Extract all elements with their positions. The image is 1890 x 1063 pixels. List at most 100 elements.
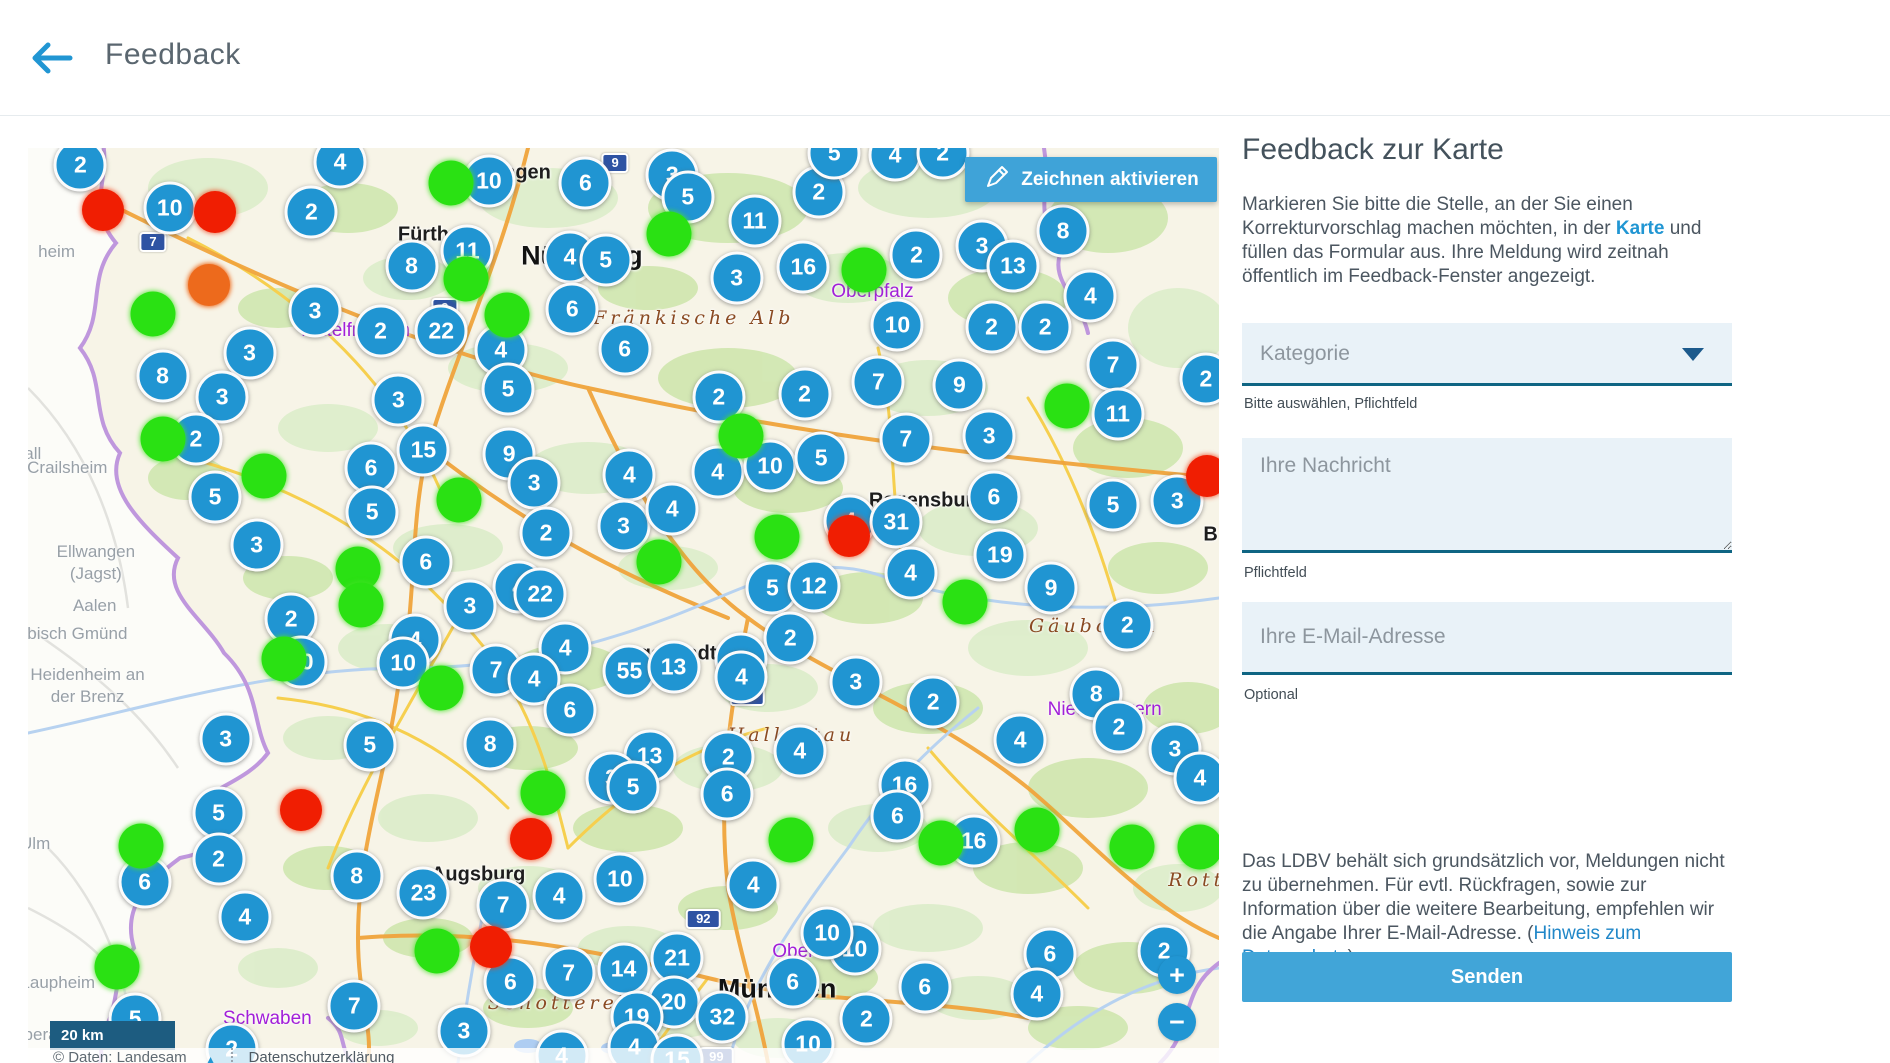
cluster-marker[interactable]: 4 xyxy=(645,482,699,536)
feedback-marker-green[interactable] xyxy=(1177,824,1219,870)
feedback-marker-green[interactable] xyxy=(646,211,692,257)
privacy-policy-link[interactable]: Datenschutzerklärung xyxy=(248,1049,395,1063)
cluster-marker[interactable]: 2 xyxy=(1179,352,1219,406)
cluster-marker[interactable]: 2 xyxy=(889,228,943,282)
back-button[interactable] xyxy=(30,40,74,76)
feedback-marker-green[interactable] xyxy=(443,256,489,302)
cluster-marker[interactable]: 5 xyxy=(345,485,399,539)
cluster-marker[interactable]: 2 xyxy=(763,611,817,665)
cluster-marker[interactable]: 6 xyxy=(399,535,453,589)
cluster-marker[interactable]: 4 xyxy=(1063,269,1117,323)
feedback-marker-green[interactable] xyxy=(418,665,464,711)
cluster-marker[interactable]: 4 xyxy=(884,546,938,600)
feedback-marker-red[interactable] xyxy=(82,189,125,232)
feedback-marker-green[interactable] xyxy=(94,944,140,990)
cluster-marker[interactable]: 7 xyxy=(879,412,933,466)
feedback-marker-green[interactable] xyxy=(768,817,814,863)
feedback-marker-green[interactable] xyxy=(841,247,887,293)
cluster-marker[interactable]: 5 xyxy=(1086,478,1140,532)
cluster-marker[interactable]: 4 xyxy=(993,713,1047,767)
cluster-marker[interactable]: 6 xyxy=(870,789,924,843)
feedback-marker-green[interactable] xyxy=(484,292,530,338)
cluster-marker[interactable]: 4 xyxy=(602,448,656,502)
cluster-marker[interactable]: 4 xyxy=(691,445,745,499)
cluster-marker[interactable]: 3 xyxy=(199,712,253,766)
feedback-marker-red[interactable] xyxy=(188,264,231,307)
cluster-marker[interactable]: 3 xyxy=(710,251,764,305)
cluster-marker[interactable]: 2 xyxy=(192,832,246,886)
cluster-marker[interactable]: 2 xyxy=(519,506,573,560)
feedback-marker-green[interactable] xyxy=(754,514,800,560)
cluster-marker[interactable]: 4 xyxy=(773,724,827,778)
feedback-marker-green[interactable] xyxy=(118,823,164,869)
cluster-marker[interactable]: 10 xyxy=(376,636,430,690)
cluster-marker[interactable]: 6 xyxy=(545,282,599,336)
feedback-marker-red[interactable] xyxy=(193,191,236,234)
cluster-marker[interactable]: 3 xyxy=(443,579,497,633)
feedback-marker-green[interactable] xyxy=(428,160,474,206)
cluster-marker[interactable]: 3 xyxy=(223,326,277,380)
cluster-marker[interactable]: 9 xyxy=(1024,561,1078,615)
feedback-marker-green[interactable] xyxy=(1109,824,1155,870)
cluster-marker[interactable]: 22 xyxy=(513,567,567,621)
cluster-marker[interactable]: 4 xyxy=(1010,967,1064,1021)
cluster-marker[interactable]: 5 xyxy=(343,718,397,772)
cluster-marker[interactable]: 3 xyxy=(230,518,284,572)
cluster-marker[interactable]: 8 xyxy=(1036,204,1090,258)
cluster-marker[interactable]: 3 xyxy=(288,284,342,338)
cluster-marker[interactable]: 2 xyxy=(284,185,338,239)
cluster-marker[interactable]: 5 xyxy=(794,431,848,485)
cluster-marker[interactable]: 2 xyxy=(839,992,893,1046)
cluster-marker[interactable]: 2 xyxy=(1092,700,1146,754)
feedback-marker-green[interactable] xyxy=(436,477,482,523)
cluster-marker[interactable]: 7 xyxy=(851,355,905,409)
karte-link[interactable]: Karte xyxy=(1615,218,1665,239)
feedback-marker-green[interactable] xyxy=(918,820,964,866)
feedback-marker-red[interactable] xyxy=(509,817,552,860)
cluster-marker[interactable]: 6 xyxy=(598,322,652,376)
feedback-marker-green[interactable] xyxy=(241,453,287,499)
feedback-map[interactable]: Zeichnen aktivieren + − 20 km © Daten: L… xyxy=(28,148,1219,1063)
cluster-marker[interactable]: 2 xyxy=(53,148,107,192)
cluster-marker[interactable]: 8 xyxy=(463,717,517,771)
feedback-marker-green[interactable] xyxy=(636,539,682,585)
zoom-in-button[interactable]: + xyxy=(1158,956,1196,994)
feedback-marker-green[interactable] xyxy=(261,636,307,682)
cluster-marker[interactable]: 2 xyxy=(692,370,746,424)
cluster-marker[interactable]: 5 xyxy=(192,786,246,840)
cluster-marker[interactable]: 6 xyxy=(766,955,820,1009)
cluster-marker[interactable]: 8 xyxy=(330,849,384,903)
cluster-marker[interactable]: 3 xyxy=(962,409,1016,463)
cluster-marker[interactable]: 23 xyxy=(396,866,450,920)
cluster-marker[interactable]: 15 xyxy=(396,423,450,477)
cluster-marker[interactable]: 13 xyxy=(647,640,701,694)
cluster-marker[interactable]: 4 xyxy=(532,869,586,923)
cluster-marker[interactable]: 6 xyxy=(483,955,537,1009)
cluster-marker[interactable]: 14 xyxy=(597,942,650,996)
feedback-marker-green[interactable] xyxy=(414,928,459,974)
cluster-marker[interactable]: 13 xyxy=(986,239,1040,293)
cluster-marker[interactable]: 55 xyxy=(602,644,656,698)
feedback-marker-green[interactable] xyxy=(1044,383,1090,429)
cluster-marker[interactable]: 7 xyxy=(1086,338,1140,392)
cluster-marker[interactable]: 4 xyxy=(726,858,780,912)
cluster-marker[interactable]: 2 xyxy=(354,304,408,358)
cluster-marker[interactable]: 8 xyxy=(136,349,190,403)
feedback-marker-red[interactable] xyxy=(470,925,513,968)
cluster-marker[interactable]: 7 xyxy=(476,878,530,932)
feedback-marker-green[interactable] xyxy=(718,413,764,459)
cluster-marker[interactable]: 16 xyxy=(776,240,830,294)
cluster-marker[interactable]: 7 xyxy=(327,979,381,1033)
cluster-marker[interactable]: 5 xyxy=(188,470,242,524)
activate-drawing-button[interactable]: Zeichnen aktivieren xyxy=(965,157,1217,202)
category-select[interactable]: Kategorie xyxy=(1242,323,1732,386)
cluster-marker[interactable]: 3 xyxy=(829,655,883,709)
cluster-marker[interactable]: 3 xyxy=(507,456,561,510)
cluster-marker[interactable]: 22 xyxy=(414,304,468,358)
cluster-marker[interactable]: 32 xyxy=(695,990,749,1044)
feedback-marker-green[interactable] xyxy=(338,582,384,628)
cluster-marker[interactable]: 4 xyxy=(218,890,272,944)
cluster-marker[interactable]: 2 xyxy=(1018,300,1072,354)
cluster-marker[interactable]: 4 xyxy=(1173,751,1219,805)
cluster-marker[interactable]: 5 xyxy=(606,760,660,814)
